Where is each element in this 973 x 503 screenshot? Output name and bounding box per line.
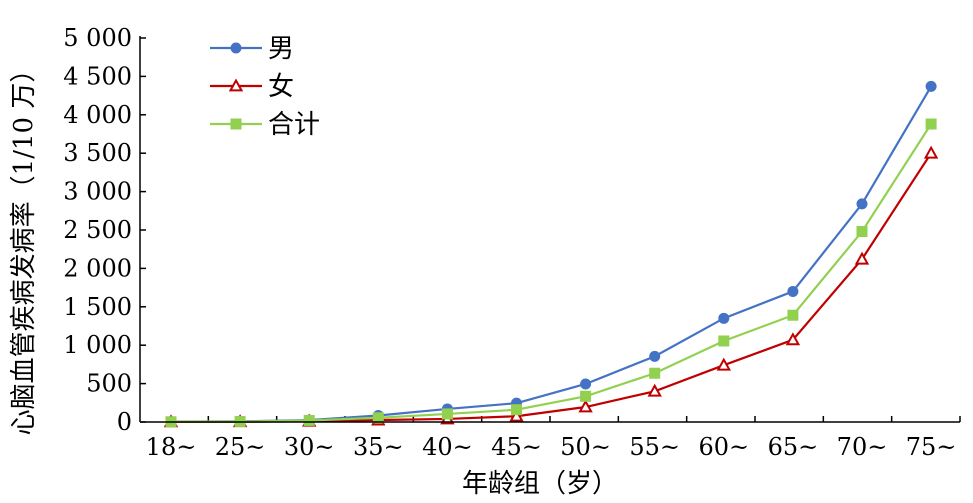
y-tick-label: 2 000 (63, 254, 132, 282)
x-tick-label: 18~ (146, 433, 197, 461)
data-point (578, 399, 593, 413)
series-line (170, 123, 933, 423)
y-tick-label: 2 500 (63, 216, 132, 244)
data-point (787, 309, 799, 321)
data-point (925, 118, 937, 130)
legend-marker (230, 118, 242, 130)
y-tick-label: 500 (86, 370, 132, 398)
data-point (785, 332, 801, 346)
y-axis-title: 心脑血管疾病发病率（1/10 万） (9, 57, 39, 436)
legend-label: 男 (268, 34, 294, 64)
y-tick-label: 1 500 (63, 293, 132, 321)
x-tick-label: 60~ (698, 433, 749, 461)
x-tick-label: 75~ (906, 433, 957, 461)
legend-label: 女 (268, 72, 294, 102)
legend-marker (228, 78, 244, 92)
x-tick-label: 70~ (837, 433, 888, 461)
data-point (580, 390, 592, 402)
y-tick-label: 0 (117, 408, 132, 436)
data-point (787, 285, 799, 297)
data-point (925, 80, 937, 92)
data-point (856, 198, 868, 210)
y-axis: 0 500 1 000 1 500 2 000 2 500 3 000 3 500 4 000 4… (63, 24, 146, 436)
x-tick-label: 45~ (491, 433, 542, 461)
legend-marker (230, 42, 242, 54)
x-tick-label: 40~ (422, 433, 473, 461)
data-point (649, 367, 661, 379)
data-point (923, 145, 939, 159)
data-point (441, 408, 453, 420)
x-axis-title: 年龄组（岁） (462, 469, 618, 499)
data-point (511, 404, 522, 416)
y-tick-label: 4 000 (63, 101, 132, 129)
data-point (509, 408, 524, 422)
data-point (716, 357, 731, 371)
data-point (647, 383, 662, 397)
y-tick-label: 4 500 (63, 62, 132, 90)
data-point (580, 378, 592, 390)
x-tick-label: 55~ (629, 433, 680, 461)
x-tick-label: 35~ (353, 433, 404, 461)
y-tick-label: 5 000 (63, 24, 132, 52)
data-point (856, 226, 868, 238)
y-tick-label: 1 000 (63, 331, 132, 359)
data-point (854, 251, 870, 265)
x-tick-label: 25~ (215, 433, 266, 461)
y-tick-label: 3 000 (63, 178, 132, 206)
data-point (718, 335, 730, 347)
series-triangle (163, 145, 939, 428)
data-point (718, 312, 730, 324)
x-tick-label: 50~ (560, 433, 611, 461)
data-point (303, 414, 315, 426)
x-tick-label: 65~ (768, 433, 819, 461)
series-square (165, 118, 937, 428)
y-tick-label: 3 500 (63, 139, 132, 167)
x-tick-label: 30~ (284, 433, 335, 461)
data-point (649, 350, 661, 362)
data-point (372, 412, 384, 424)
legend-label: 合计 (268, 110, 320, 140)
x-axis: 18~ 25~ 30~ 35~ 40~ 45~ 50~ 55~ 60~ 65~ 70~ 75~ (146, 416, 961, 461)
